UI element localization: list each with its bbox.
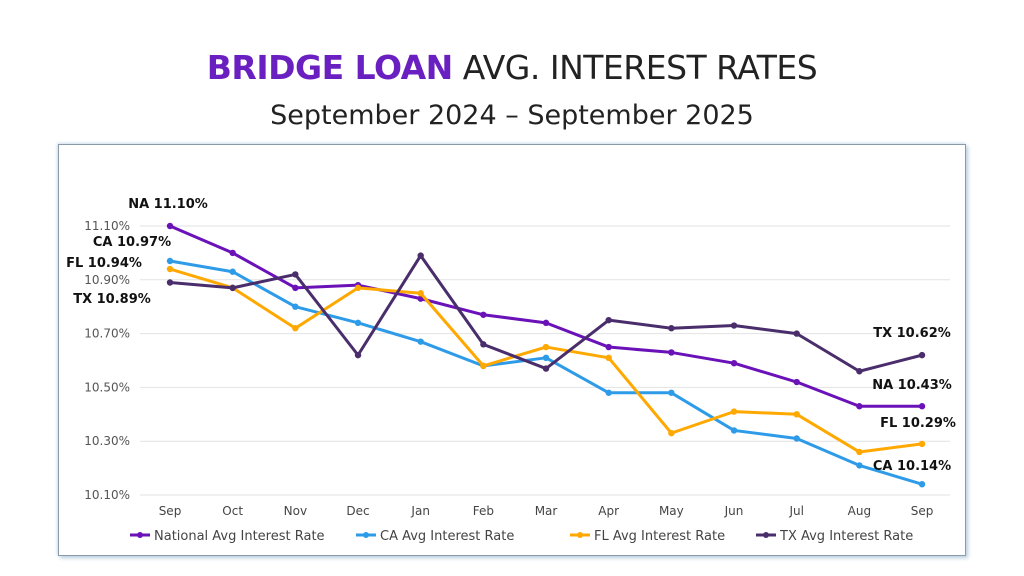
data-point: [918, 440, 926, 448]
data-point: [856, 448, 863, 456]
y-tick-label: 10.10%: [84, 488, 130, 502]
chart-title: BRIDGE LOAN AVG. INTEREST RATES: [0, 48, 1024, 87]
data-point: [793, 378, 800, 386]
data-point: [292, 303, 299, 310]
data-label-first: TX 10.89%: [73, 292, 151, 307]
series-line-1: [169, 259, 923, 486]
data-point: [730, 322, 738, 329]
chart-frame: [58, 144, 966, 556]
x-tick-label: Jul: [788, 504, 803, 518]
data-point: [918, 481, 926, 488]
data-label-first: NA 11.10%: [128, 197, 208, 212]
x-tick-label: Aug: [848, 504, 871, 518]
data-label-last: FL 10.29%: [880, 416, 956, 431]
data-point: [793, 411, 800, 418]
y-tick-label: 10.70%: [84, 327, 130, 341]
data-point: [292, 271, 299, 278]
x-tick-label: Apr: [598, 504, 619, 518]
data-point: [229, 284, 236, 292]
data-label-first: CA 10.97%: [93, 235, 171, 250]
series-line-3: [169, 254, 923, 373]
data-point: [480, 341, 487, 348]
data-label-first: FL 10.94%: [66, 256, 142, 271]
data-point: [542, 354, 550, 362]
data-point: [542, 319, 550, 327]
y-tick-label: 11.10%: [84, 219, 130, 233]
data-point: [542, 365, 550, 372]
x-tick-label: Jun: [724, 504, 744, 518]
data-point: [605, 316, 612, 324]
data-point: [605, 354, 612, 362]
data-point: [668, 429, 675, 437]
data-point: [668, 389, 675, 396]
data-point: [542, 343, 550, 351]
x-tick-label: Feb: [473, 504, 494, 518]
data-point: [480, 362, 487, 370]
data-point: [668, 349, 675, 356]
data-point: [918, 351, 926, 359]
data-point: [354, 351, 362, 359]
x-tick-label: Nov: [284, 504, 307, 518]
x-tick-label: Jan: [410, 504, 430, 518]
data-point: [166, 265, 174, 273]
data-point: [354, 284, 362, 292]
data-point: [292, 325, 299, 332]
legend-marker: [363, 532, 369, 538]
data-point: [292, 284, 299, 292]
data-point: [793, 330, 800, 337]
data-point: [668, 325, 675, 332]
legend-marker: [137, 532, 143, 538]
data-label-last: NA 10.43%: [872, 378, 952, 393]
data-point: [229, 249, 236, 257]
chart-subtitle: September 2024 – September 2025: [270, 100, 754, 131]
data-point: [480, 311, 487, 318]
data-point: [918, 403, 926, 410]
data-point: [730, 427, 738, 434]
legend-marker: [763, 532, 769, 538]
chart-title-highlight: BRIDGE LOAN: [206, 48, 454, 87]
data-point: [605, 389, 612, 396]
x-tick-label: Oct: [222, 504, 243, 518]
data-point: [730, 408, 738, 415]
chart-title-rest: AVG. INTEREST RATES: [452, 48, 818, 87]
legend-label: CA Avg Interest Rate: [380, 529, 514, 544]
legend-label: FL Avg Interest Rate: [594, 529, 725, 544]
data-point: [229, 268, 236, 275]
data-point: [605, 343, 612, 351]
data-point: [417, 290, 424, 297]
y-tick-label: 10.50%: [84, 380, 130, 394]
legend-marker: [577, 532, 583, 538]
data-point: [730, 359, 738, 367]
data-point: [856, 462, 863, 469]
x-tick-label: Mar: [535, 504, 558, 518]
x-tick-label: May: [659, 504, 684, 518]
data-point: [166, 257, 174, 265]
x-tick-label: Sep: [159, 504, 182, 518]
data-point: [166, 222, 174, 230]
data-point: [417, 252, 424, 259]
data-point: [166, 279, 174, 286]
x-tick-label: Dec: [346, 504, 369, 518]
data-point: [354, 319, 362, 327]
legend-label: National Avg Interest Rate: [154, 529, 325, 544]
y-tick-label: 10.30%: [84, 434, 130, 448]
y-tick-label: 10.90%: [84, 273, 130, 287]
data-point: [856, 368, 863, 375]
series-line-0: [169, 224, 923, 408]
data-label-last: CA 10.14%: [873, 459, 951, 474]
data-point: [793, 435, 800, 442]
legend-label: TX Avg Interest Rate: [779, 529, 913, 544]
data-label-last: TX 10.62%: [873, 326, 951, 341]
x-tick-label: Sep: [911, 504, 934, 518]
data-point: [417, 338, 424, 345]
data-point: [856, 403, 863, 410]
